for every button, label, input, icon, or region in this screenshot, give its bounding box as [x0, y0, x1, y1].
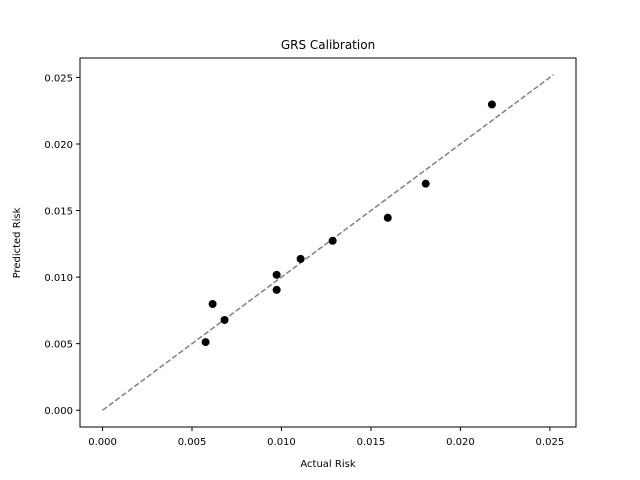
y-tick-label: 0.005: [44, 340, 73, 351]
y-tick-label: 0.020: [44, 140, 73, 151]
y-axis-label: Predicted Risk: [12, 207, 23, 278]
point: [383, 213, 392, 222]
y-tick-label: 0.025: [44, 73, 73, 84]
y-tick-label: 0.015: [44, 207, 73, 218]
x-tick-label: 0.015: [357, 437, 386, 448]
y-tick-label: 0.000: [44, 406, 73, 417]
x-axis-label: Actual Risk: [300, 459, 355, 470]
point: [421, 179, 430, 188]
x-tick-label: 0.010: [267, 437, 296, 448]
reference-line: [102, 74, 554, 411]
x-tick-label: 0.005: [178, 437, 207, 448]
point: [296, 254, 305, 263]
point: [208, 300, 217, 308]
chart-title: GRS Calibration: [281, 38, 375, 52]
point: [487, 100, 496, 109]
plot-frame: [79, 57, 577, 428]
x-tick-label: 0.020: [446, 437, 475, 448]
point: [272, 270, 281, 279]
point: [272, 285, 281, 294]
x-tick-label: 0.000: [88, 437, 117, 448]
point: [220, 315, 229, 324]
point: [201, 338, 210, 347]
y-tick-label: 0.010: [44, 273, 73, 284]
point: [328, 236, 337, 245]
x-tick-label: 0.025: [536, 437, 565, 448]
